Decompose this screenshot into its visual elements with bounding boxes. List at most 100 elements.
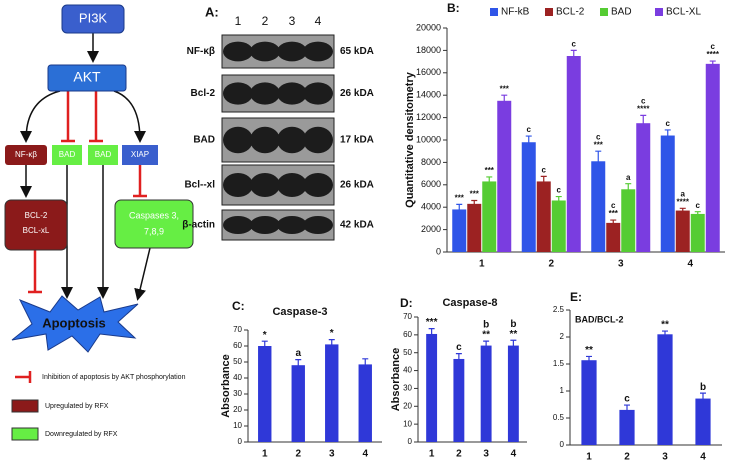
y-tick-label: 40: [403, 366, 412, 375]
significance-label: b: [483, 320, 489, 331]
bar: [426, 333, 438, 442]
significance-label: ****: [637, 104, 650, 113]
bar: [581, 360, 597, 445]
legend-swatch: [545, 8, 553, 16]
bar: [675, 210, 690, 252]
bar: [621, 189, 636, 252]
significance-label: **: [661, 320, 669, 331]
error-bar: [486, 176, 493, 186]
error-bar: [570, 49, 577, 62]
bar: [467, 203, 482, 252]
protein-label: BAD: [193, 135, 215, 146]
blot-band: [250, 82, 280, 105]
y-tick-label: 16000: [416, 67, 441, 77]
x-tick-label: 1: [586, 452, 592, 463]
blot-band: [303, 173, 333, 197]
error-bar: [261, 340, 268, 351]
protein-label: β-actin: [182, 220, 215, 231]
legend-label: NF-kB: [501, 7, 530, 18]
bar: [536, 181, 551, 252]
blot-band: [277, 126, 307, 154]
error-bar: [455, 353, 462, 365]
pathway-diagram: PI3K AKT NF-κβ BAD BAD XIAP BCL-2 BCL-xL…: [4, 4, 194, 441]
error-bar: [709, 60, 716, 67]
panel-label: B:: [447, 1, 460, 15]
y-tick-label: 20: [233, 405, 242, 414]
significance-label: ***: [426, 317, 438, 328]
legend-label: Downregulated by RFX: [45, 431, 118, 438]
chart-title: Caspase-3: [272, 306, 327, 318]
y-tick-label: 0: [560, 440, 565, 449]
blot-band: [303, 216, 333, 234]
significance-label: c: [611, 201, 616, 210]
y-tick-label: 14000: [416, 90, 441, 100]
y-tick-label: 10: [403, 419, 412, 428]
lane-label: 2: [262, 14, 269, 28]
y-tick-label: 4000: [421, 202, 441, 212]
significance-label: c: [624, 394, 630, 405]
size-label: 65 kDA: [340, 46, 374, 57]
error-bar: [595, 150, 602, 172]
y-tick-label: 60: [403, 330, 412, 339]
y-tick-label: 0: [408, 437, 413, 446]
significance-label: c: [572, 40, 577, 49]
blot-band: [250, 216, 280, 234]
node-label: Caspases 3,: [129, 210, 179, 220]
x-tick-label: 2: [295, 449, 301, 460]
error-bar: [471, 199, 478, 208]
y-tick-label: 2000: [421, 224, 441, 234]
significance-label: **: [482, 330, 490, 341]
y-tick-label: 1: [560, 386, 565, 395]
legend-label: Upregulated by RFX: [45, 403, 109, 410]
bar: [497, 100, 512, 252]
legend-swatch: [655, 8, 663, 16]
western-blot: A:: [205, 4, 219, 19]
size-label: 17 kDA: [340, 135, 374, 146]
y-tick-label: 10: [233, 421, 242, 430]
bar: [358, 364, 372, 442]
bar: [591, 161, 606, 252]
y-tick-label: 50: [233, 357, 242, 366]
x-tick-label: 3: [618, 259, 624, 270]
x-tick-label: 1: [262, 449, 268, 460]
legend-swatch: [490, 8, 498, 16]
y-tick-label: 2.5: [553, 305, 565, 314]
error-bar: [428, 328, 435, 340]
x-tick-label: 1: [429, 449, 435, 460]
significance-label: c: [527, 125, 532, 134]
bar: [619, 409, 635, 445]
significance-label: c: [696, 201, 701, 210]
y-tick-label: 50: [403, 348, 412, 357]
significance-label: ***: [470, 190, 480, 199]
y-tick-label: 70: [233, 325, 242, 334]
blot-band: [277, 216, 307, 234]
blot-band: [223, 126, 253, 154]
significance-label: **: [509, 329, 517, 340]
y-axis-label: Quantitative densitometry: [404, 71, 416, 208]
y-tick-label: 20: [403, 401, 412, 410]
significance-label: *: [330, 328, 334, 339]
significance-label: a: [295, 348, 301, 359]
y-tick-label: 40: [233, 373, 242, 382]
panel-label: E:: [570, 290, 582, 304]
bar: [657, 334, 673, 445]
bar: [606, 222, 621, 252]
x-tick-label: 2: [624, 452, 630, 463]
blot-band: [303, 41, 333, 62]
node-label: XIAP: [131, 150, 149, 159]
y-tick-label: 6000: [421, 179, 441, 189]
significance-label: ***: [455, 194, 465, 203]
y-tick-label: 70: [403, 312, 412, 321]
y-tick-label: 12000: [416, 112, 441, 122]
significance-label: ***: [609, 209, 619, 218]
y-tick-label: 2: [560, 332, 565, 341]
y-tick-label: 60: [233, 341, 242, 350]
x-tick-label: 4: [687, 259, 693, 270]
error-bar: [640, 114, 647, 132]
significance-label: c: [641, 96, 646, 105]
bar: [291, 365, 305, 442]
significance-label: c: [711, 42, 716, 51]
lane-label: 4: [315, 14, 322, 28]
blot-band: [223, 216, 253, 234]
